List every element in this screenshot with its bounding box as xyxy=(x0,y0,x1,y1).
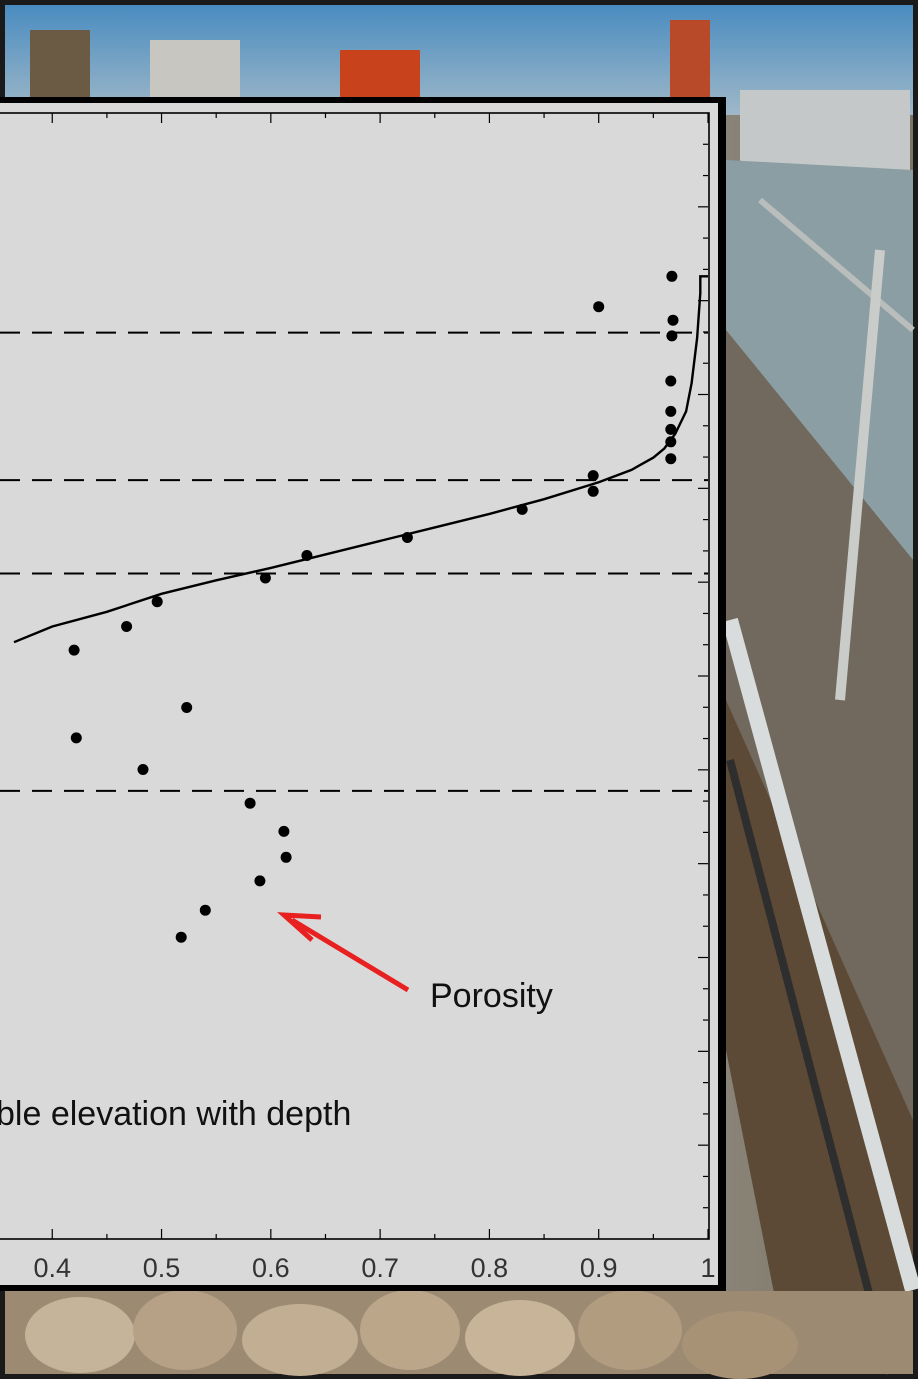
porosity-annotation: Porosity xyxy=(430,977,553,1015)
data-point xyxy=(587,485,599,497)
x-tick-label: 0.9 xyxy=(580,1253,618,1283)
x-tick-label: 0.4 xyxy=(33,1253,71,1283)
axis-ticks xyxy=(51,113,709,1239)
porosity-arrow xyxy=(277,912,410,993)
data-point xyxy=(70,732,82,744)
data-point xyxy=(665,423,677,435)
data-point xyxy=(665,453,677,465)
plot-background xyxy=(0,103,718,1285)
fitted-curve xyxy=(13,275,708,644)
plot-frame xyxy=(0,112,710,1240)
data-point xyxy=(244,797,256,809)
elevation-annotation: ble elevation with depth xyxy=(0,1095,351,1133)
data-point xyxy=(301,550,313,561)
data-point xyxy=(665,436,677,448)
x-tick-label: 1 xyxy=(700,1253,715,1283)
data-point xyxy=(254,875,266,887)
data-point xyxy=(151,596,163,608)
x-tick-label: 0.6 xyxy=(252,1253,290,1283)
data-point xyxy=(137,764,149,775)
data-point xyxy=(665,405,677,417)
x-tick-label: 0.7 xyxy=(361,1253,399,1283)
data-point xyxy=(593,301,605,313)
data-point xyxy=(199,904,211,916)
dashed-reference-lines xyxy=(0,331,708,792)
data-point xyxy=(401,532,413,543)
data-point xyxy=(666,270,678,282)
porosity-points xyxy=(68,270,679,943)
data-point xyxy=(278,825,290,837)
x-tick-label: 0.8 xyxy=(471,1253,509,1283)
x-tick-label: 0.5 xyxy=(143,1253,181,1283)
data-point xyxy=(259,572,271,584)
data-point xyxy=(667,314,679,326)
data-point xyxy=(280,851,292,863)
data-point xyxy=(666,330,678,342)
data-point xyxy=(516,503,528,515)
data-point xyxy=(175,931,187,943)
data-point xyxy=(121,621,133,632)
data-point xyxy=(68,644,80,656)
porosity-chart: 0.4 0.5 0.6 0.7 0.8 0.9 1 Porosity ble elevati… xyxy=(0,103,718,1285)
data-point xyxy=(587,470,599,482)
data-point xyxy=(665,375,677,387)
x-tick-labels: 0.4 0.5 0.6 0.7 0.8 0.9 1 xyxy=(33,1253,715,1283)
porosity-chart-panel: 0.4 0.5 0.6 0.7 0.8 0.9 1 Porosity ble elevati… xyxy=(0,97,726,1291)
data-point xyxy=(181,702,193,713)
